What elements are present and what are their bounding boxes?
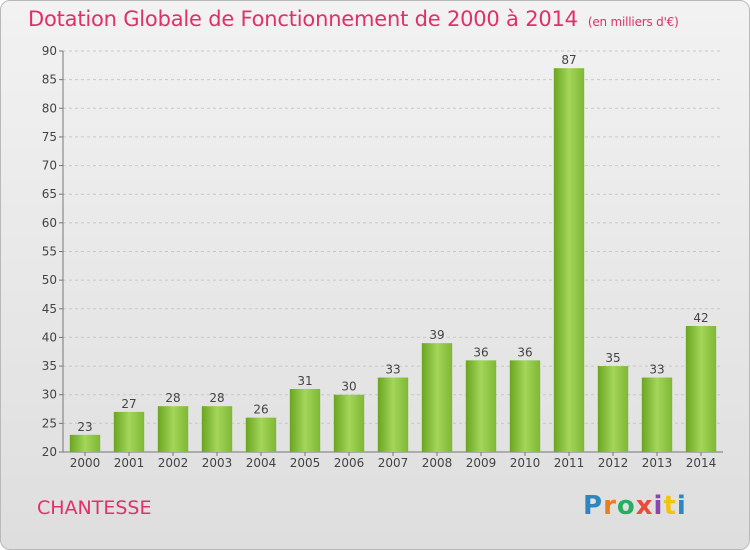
x-tick-label: 2006 xyxy=(334,456,365,470)
logo-letter: x xyxy=(635,491,654,521)
bar xyxy=(465,360,497,452)
bar xyxy=(333,394,365,452)
x-tick-label: 2000 xyxy=(70,456,101,470)
y-tick-label: 40 xyxy=(42,330,57,344)
bar-value-label: 35 xyxy=(605,351,620,365)
y-tick-label: 30 xyxy=(42,388,57,402)
bar-value-label: 33 xyxy=(649,363,664,377)
proxiti-logo: Proxiti xyxy=(583,491,687,521)
y-tick-label: 50 xyxy=(42,273,57,287)
bar xyxy=(201,406,233,452)
x-tick-label: 2012 xyxy=(598,456,629,470)
logo-letter: i xyxy=(676,491,687,521)
logo-letter: P xyxy=(583,491,604,521)
bar-value-label: 30 xyxy=(341,380,356,394)
y-tick-label: 20 xyxy=(42,445,57,459)
bar xyxy=(113,411,145,452)
logo-letter: r xyxy=(603,491,617,521)
bar-value-label: 36 xyxy=(517,345,532,359)
bar xyxy=(685,325,717,452)
y-tick-label: 45 xyxy=(42,302,57,316)
x-tick-label: 2007 xyxy=(378,456,409,470)
bar xyxy=(421,343,453,452)
y-tick-label: 70 xyxy=(42,159,57,173)
bar-value-label: 31 xyxy=(297,374,312,388)
bar-value-label: 28 xyxy=(209,391,224,405)
bar xyxy=(289,388,321,452)
y-tick-label: 35 xyxy=(42,359,57,373)
chart-title: Dotation Globale de Fonctionnement de 20… xyxy=(28,7,679,31)
bar-value-label: 39 xyxy=(429,328,444,342)
y-tick-label: 90 xyxy=(42,44,57,58)
bar-value-label: 27 xyxy=(121,397,136,411)
bar xyxy=(553,68,585,452)
bar-value-label: 33 xyxy=(385,363,400,377)
x-tick-label: 2014 xyxy=(686,456,717,470)
logo-letter: i xyxy=(653,491,664,521)
bar xyxy=(157,406,189,452)
logo-letter: t xyxy=(663,491,677,521)
x-tick-label: 2010 xyxy=(510,456,541,470)
chart-title-text: Dotation Globale de Fonctionnement de 20… xyxy=(28,7,578,31)
x-tick-label: 2005 xyxy=(290,456,321,470)
bar-value-label: 36 xyxy=(473,345,488,359)
x-tick-label: 2009 xyxy=(466,456,497,470)
bar xyxy=(245,417,277,452)
chart-subtitle: (en milliers d'€) xyxy=(587,15,679,29)
bar-value-label: 87 xyxy=(561,53,576,67)
x-tick-label: 2002 xyxy=(158,456,189,470)
x-tick-label: 2011 xyxy=(554,456,585,470)
x-tick-label: 2003 xyxy=(202,456,233,470)
bar xyxy=(377,377,409,452)
x-tick-label: 2001 xyxy=(114,456,145,470)
bar-value-label: 23 xyxy=(77,420,92,434)
y-tick-label: 60 xyxy=(42,216,57,230)
y-tick-label: 55 xyxy=(42,245,57,259)
logo-letter: o xyxy=(616,491,636,521)
bar-value-label: 42 xyxy=(693,311,708,325)
bar xyxy=(641,377,673,452)
x-tick-label: 2013 xyxy=(642,456,673,470)
bar-value-label: 28 xyxy=(165,391,180,405)
y-tick-label: 85 xyxy=(42,73,57,87)
commune-name: CHANTESSE xyxy=(37,497,152,519)
y-tick-label: 80 xyxy=(42,101,57,115)
y-tick-label: 75 xyxy=(42,130,57,144)
x-tick-label: 2008 xyxy=(422,456,453,470)
x-tick-label: 2004 xyxy=(246,456,277,470)
bar-value-label: 26 xyxy=(253,403,268,417)
y-tick-label: 65 xyxy=(42,187,57,201)
bar xyxy=(509,360,541,452)
bar xyxy=(69,434,101,452)
bar xyxy=(597,366,629,452)
y-tick-label: 25 xyxy=(42,416,57,430)
